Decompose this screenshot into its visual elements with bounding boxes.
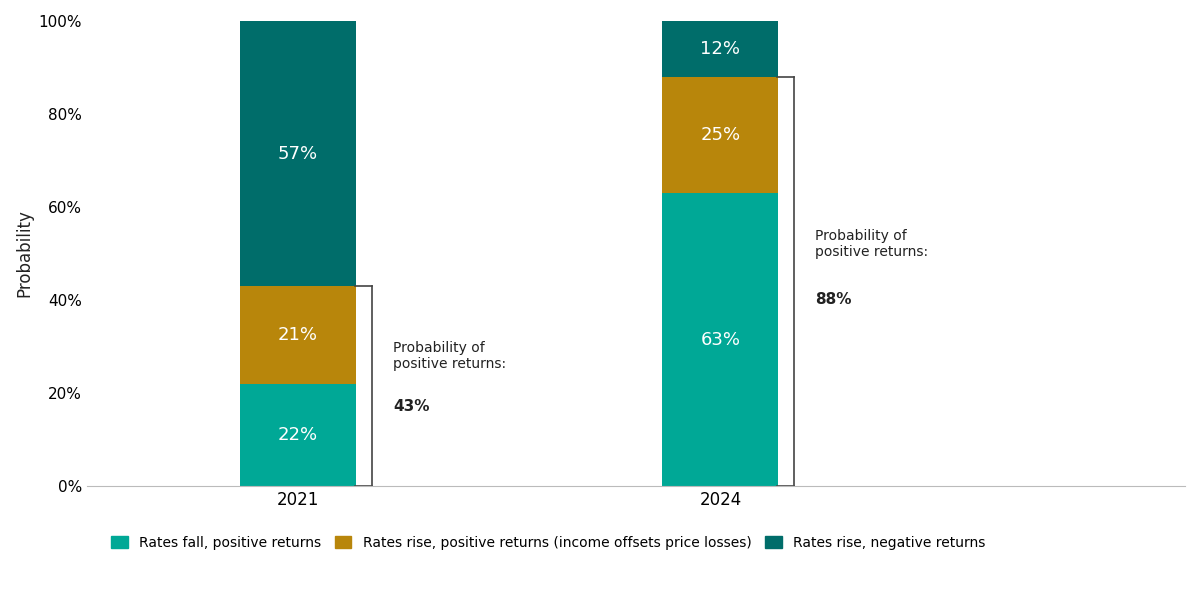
Text: 25%: 25%	[701, 126, 740, 144]
Text: 63%: 63%	[701, 331, 740, 349]
Legend: Rates fall, positive returns, Rates rise, positive returns (income offsets price: Rates fall, positive returns, Rates rise…	[106, 530, 991, 555]
Bar	[662, 21, 779, 77]
Text: 88%: 88%	[816, 292, 852, 307]
Bar	[240, 21, 356, 286]
Text: 22%: 22%	[278, 426, 318, 444]
Bar	[240, 286, 356, 383]
Text: 21%: 21%	[278, 326, 318, 344]
Bar	[240, 383, 356, 486]
Bar	[662, 193, 779, 486]
Text: 43%: 43%	[394, 400, 430, 415]
Y-axis label: Probability: Probability	[14, 209, 32, 298]
Bar	[662, 77, 779, 193]
Text: 12%: 12%	[701, 40, 740, 58]
Text: 57%: 57%	[278, 145, 318, 163]
Text: Probability of
positive returns:: Probability of positive returns:	[394, 341, 506, 371]
Text: Probability of
positive returns:: Probability of positive returns:	[816, 229, 929, 259]
